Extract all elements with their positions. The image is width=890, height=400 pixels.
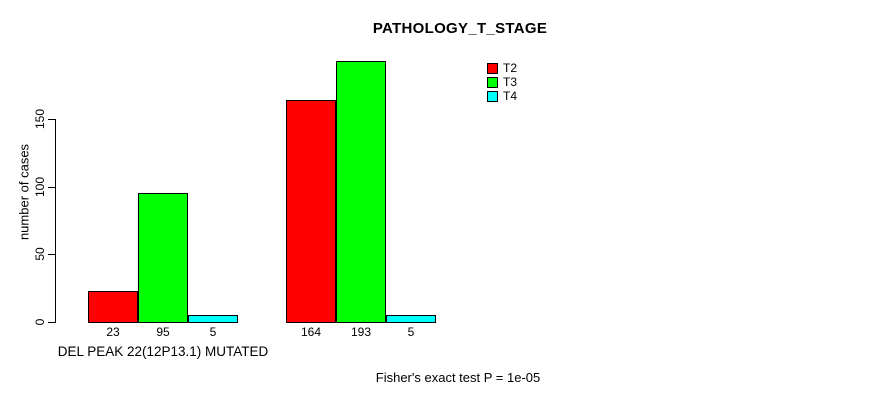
y-axis-label: number of cases bbox=[16, 143, 32, 241]
bar-t2-group2 bbox=[286, 100, 336, 323]
bar-value-label: 23 bbox=[106, 325, 120, 339]
y-tick bbox=[48, 254, 55, 256]
legend-item-t4: T4 bbox=[487, 89, 518, 103]
y-tick-label: 100 bbox=[33, 176, 47, 197]
bar-value-label: 95 bbox=[156, 325, 170, 339]
legend-label: T2 bbox=[503, 61, 518, 75]
bar-t4-group1 bbox=[188, 315, 238, 323]
fisher-test-annotation: Fisher's exact test P = 1e-05 bbox=[375, 370, 541, 385]
legend-swatch-t3 bbox=[487, 77, 498, 88]
legend-swatch-t4 bbox=[487, 91, 498, 102]
bar-value-label: 164 bbox=[300, 325, 322, 339]
legend-swatch-t2 bbox=[487, 63, 498, 74]
y-tick-label: 50 bbox=[33, 247, 47, 262]
legend-item-t3: T3 bbox=[487, 75, 518, 89]
bar-value-label: 193 bbox=[350, 325, 372, 339]
y-tick bbox=[48, 186, 55, 188]
y-tick bbox=[48, 322, 55, 323]
bar-value-label: 5 bbox=[407, 325, 415, 339]
x-axis-group-label: DEL PEAK 22(12P13.1) MUTATED bbox=[57, 344, 269, 359]
bar-t2-group1 bbox=[88, 291, 138, 323]
bar-value-label: 5 bbox=[209, 325, 217, 339]
legend: T2 T3 T4 bbox=[487, 61, 518, 103]
y-axis-line bbox=[55, 119, 56, 323]
bar-t4-group2 bbox=[386, 315, 436, 323]
y-tick-label: 150 bbox=[33, 108, 47, 130]
bar-t3-group1 bbox=[138, 193, 188, 323]
legend-label: T4 bbox=[503, 89, 518, 103]
legend-label: T3 bbox=[503, 75, 518, 89]
y-tick-label: 0 bbox=[33, 318, 47, 326]
bar-t3-group2 bbox=[336, 61, 386, 323]
y-tick bbox=[48, 119, 55, 120]
legend-item-t2: T2 bbox=[487, 61, 518, 75]
chart-title: PATHOLOGY_T_STAGE bbox=[372, 20, 548, 37]
